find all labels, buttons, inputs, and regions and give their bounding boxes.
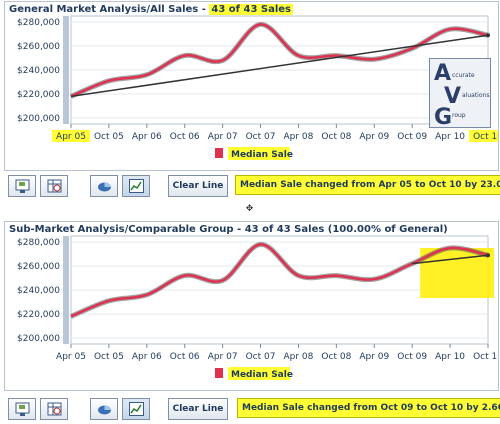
- y-tick-label: $240,000: [17, 286, 60, 296]
- clear-line-button[interactable]: Clear Line: [168, 398, 228, 420]
- x-tick-label: Oct 08: [321, 352, 351, 362]
- panel-title: General Market Analysis/All Sales - 43 o…: [9, 4, 293, 15]
- chart-sub-market: $200,000 $220,000 $240,000 $260,000 $280,000…: [17, 235, 498, 380]
- toolbar-general: Clear Line Median Sale changed from Apr …: [4, 173, 500, 199]
- properties-icon: [15, 179, 30, 193]
- x-tick-label: Apr 10: [435, 352, 465, 362]
- x-tick-label: Oct 05: [94, 132, 124, 142]
- y-tick-label: $220,000: [17, 310, 60, 320]
- splitter-handle-icon[interactable]: ✥: [245, 204, 254, 214]
- x-tick-label: Apr 07: [208, 132, 238, 142]
- x-tick-label: Oct 10: [473, 352, 498, 362]
- change-status: Median Sale changed from Apr 05 to Oct 1…: [235, 175, 500, 195]
- x-tick-label: Apr 07: [208, 352, 238, 362]
- trend-endpoint: [486, 33, 490, 38]
- logo-word-2: aluations: [462, 92, 489, 99]
- legend-label-highlight: [228, 367, 290, 380]
- logo-letter-a: A: [434, 61, 451, 86]
- trend-line: [70, 34, 489, 98]
- panel-title-text: General Market Analysis/All Sales -: [9, 4, 210, 15]
- y-tick-label: $220,000: [17, 90, 60, 100]
- avg-logo: A V G ccurate aluations roup: [429, 58, 491, 130]
- zoom-table-icon: [47, 179, 62, 193]
- properties-icon: [15, 402, 30, 416]
- zoom-table-button[interactable]: [40, 175, 68, 197]
- line-chart-button[interactable]: [122, 398, 150, 420]
- y-scale-bar: [63, 236, 69, 344]
- properties-button[interactable]: [8, 175, 36, 197]
- pie-chart-icon: [98, 405, 111, 415]
- x-tick-label: Apr 08: [284, 132, 314, 142]
- panel-title-text: Sub-Market Analysis/Comparable Group - 4…: [9, 224, 448, 235]
- y-tick-label: $260,000: [17, 262, 60, 272]
- y-tick-label: $280,000: [17, 18, 60, 28]
- clear-line-button[interactable]: Clear Line: [168, 175, 228, 197]
- x-tick-label: Oct 06: [170, 132, 200, 142]
- zoom-table-button[interactable]: [40, 398, 68, 420]
- trend-line: [412, 254, 489, 265]
- legend-label: Median Sale: [231, 150, 293, 160]
- y-tick-label: $260,000: [17, 42, 60, 52]
- y-tick-label: $200,000: [17, 334, 60, 344]
- x-tick-label: Oct 10: [473, 132, 498, 142]
- pie-chart-button[interactable]: [90, 398, 118, 420]
- x-tick-label: Oct 06: [170, 352, 200, 362]
- logo-letter-g: G: [434, 105, 452, 127]
- x-tick-label: Oct 07: [246, 132, 276, 142]
- trend-endpoint: [486, 253, 490, 258]
- toolbar-sub-market: Clear Line Median Sale changed from Oct …: [4, 396, 500, 422]
- x-tick-label: Apr 06: [132, 352, 162, 362]
- x-tick-label: Oct 08: [321, 132, 351, 142]
- line-chart-button[interactable]: [122, 175, 150, 197]
- x-tick-label: Oct 09: [397, 352, 427, 362]
- zoom-table-icon: [47, 402, 62, 416]
- change-status: Median Sale changed from Oct 09 to Oct 1…: [237, 398, 500, 418]
- series-line: [70, 23, 489, 98]
- x-tick-label: Apr 06: [132, 132, 162, 142]
- sub-market-panel: Sub-Market Analysis/Comparable Group - 4…: [4, 221, 499, 391]
- line-chart-icon: [129, 402, 144, 416]
- properties-button[interactable]: [8, 398, 36, 420]
- x-tick-highlight: [52, 130, 90, 142]
- x-tick-label: Oct 07: [246, 352, 276, 362]
- x-tick-label: Apr 05: [56, 132, 86, 142]
- x-tick-label: Oct 05: [94, 352, 124, 362]
- pie-chart-button[interactable]: [90, 175, 118, 197]
- y-tick-label: $280,000: [17, 238, 60, 248]
- legend-label: Median Sale: [231, 370, 293, 380]
- logo-letter-v: V: [444, 84, 461, 109]
- line-chart-icon: [129, 179, 144, 193]
- x-tick-label: Apr 08: [284, 352, 314, 362]
- x-tick-label: Apr 05: [56, 352, 86, 362]
- legend-label-highlight: [228, 147, 290, 160]
- series-line: [70, 243, 489, 318]
- panel-title: Sub-Market Analysis/Comparable Group - 4…: [9, 224, 448, 235]
- general-market-panel: General Market Analysis/All Sales - 43 o…: [4, 1, 499, 171]
- x-tick-label: Oct 09: [397, 132, 427, 142]
- x-tick-highlight: [469, 130, 498, 142]
- panel-title-highlight: 43 of 43 Sales: [209, 4, 293, 15]
- x-tick-label: Apr 09: [359, 132, 389, 142]
- y-tick-label: $240,000: [17, 66, 60, 76]
- pie-chart-icon: [98, 182, 111, 192]
- legend-swatch: [215, 368, 223, 378]
- x-tick-label: Apr 09: [359, 352, 389, 362]
- logo-word-1: ccurate: [452, 72, 475, 79]
- logo-word-3: roup: [452, 112, 466, 119]
- y-scale-bar: [63, 16, 69, 124]
- chart-general: $200,000 $220,000 $240,000 $260,000 $280,000…: [17, 15, 498, 160]
- legend-swatch: [215, 148, 223, 158]
- y-tick-label: $200,000: [17, 114, 60, 124]
- x-tick-label: Apr 10: [435, 132, 465, 142]
- avg-logo-graphic: A V G ccurate aluations roup: [434, 61, 489, 130]
